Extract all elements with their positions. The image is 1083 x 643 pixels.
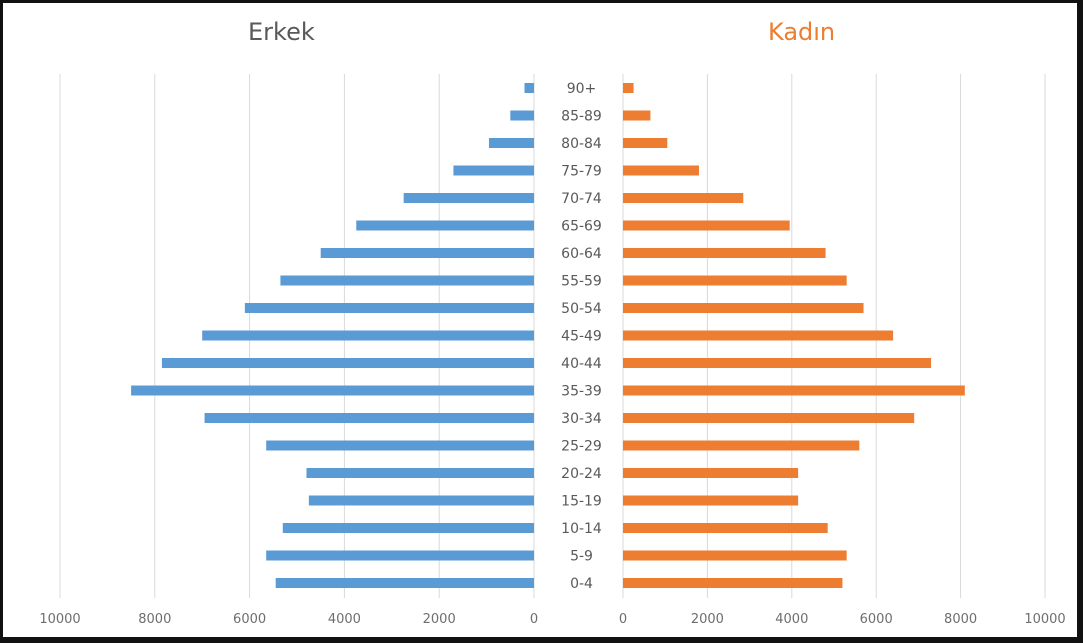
bar-female-35-39: [623, 385, 965, 396]
age-group-label: 90+: [567, 81, 597, 97]
age-group-label: 50-54: [561, 301, 602, 317]
female-series-label: Kadın: [768, 18, 836, 46]
x-tick-label-left: 4000: [328, 612, 361, 627]
bar-female-70-74: [623, 193, 744, 203]
x-tick-label-right: 4000: [775, 612, 808, 627]
bar-male-5-9: [266, 550, 534, 561]
age-group-label: 45-49: [561, 329, 602, 345]
bar-male-20-24: [306, 468, 534, 478]
bar-male-65-69: [356, 220, 534, 231]
bar-female-0-4: [623, 578, 843, 588]
bar-male-50-54: [244, 303, 535, 313]
bar-male-75-79: [453, 165, 534, 176]
bar-male-45-49: [202, 330, 534, 341]
age-group-label: 30-34: [561, 411, 602, 427]
age-group-label: 5-9: [570, 549, 593, 565]
age-group-label: 20-24: [561, 466, 602, 482]
age-group-label: 35-39: [561, 384, 602, 400]
age-group-label: 10-14: [561, 521, 602, 537]
x-tick-label-left: 10000: [39, 612, 80, 627]
bar-female-20-24: [623, 468, 799, 478]
bar-male-25-29: [266, 440, 534, 451]
age-group-label: 55-59: [561, 274, 602, 290]
bar-male-15-19: [308, 495, 534, 506]
age-group-label: 60-64: [561, 246, 602, 262]
bar-female-50-54: [623, 303, 864, 313]
bar-male-60-64: [320, 248, 534, 258]
bar-female-25-29: [623, 440, 860, 451]
bar-male-90+: [524, 83, 534, 93]
bar-male-35-39: [131, 385, 534, 396]
x-tick-label-left: 2000: [423, 612, 456, 627]
bar-female-60-64: [623, 248, 826, 258]
age-group-label: 75-79: [561, 164, 602, 180]
x-tick-label-left: 8000: [138, 612, 171, 627]
bar-female-90+: [623, 83, 634, 93]
bar-male-85-89: [510, 110, 534, 121]
bar-female-75-79: [623, 165, 699, 176]
bar-female-65-69: [623, 220, 790, 231]
bar-female-15-19: [623, 495, 799, 506]
x-tick-label-left: 6000: [233, 612, 266, 627]
bar-male-10-14: [282, 523, 534, 533]
bar-female-40-44: [623, 358, 932, 368]
bar-male-0-4: [275, 578, 534, 588]
bar-female-5-9: [623, 550, 847, 561]
bar-female-45-49: [623, 330, 894, 341]
male-series-label: Erkek: [248, 18, 315, 46]
bar-female-85-89: [623, 110, 651, 121]
age-group-label: 70-74: [561, 191, 602, 207]
x-tick-label-right: 2000: [691, 612, 724, 627]
x-tick-label-right: 10000: [1024, 612, 1065, 627]
age-group-label: 25-29: [561, 439, 602, 455]
bar-male-55-59: [280, 275, 534, 286]
bar-female-55-59: [623, 275, 847, 286]
age-group-label: 15-19: [561, 494, 602, 510]
bar-female-30-34: [623, 413, 915, 423]
bar-male-40-44: [161, 358, 534, 368]
bar-female-80-84: [623, 138, 668, 148]
age-group-label: 85-89: [561, 109, 602, 125]
bar-male-70-74: [403, 193, 534, 203]
bar-male-80-84: [488, 138, 534, 148]
x-tick-label-right: 6000: [860, 612, 893, 627]
bar-female-10-14: [623, 523, 828, 533]
x-tick-label-left: 0: [530, 612, 538, 627]
bar-male-30-34: [204, 413, 534, 423]
x-tick-label-right: 8000: [944, 612, 977, 627]
age-group-label: 40-44: [561, 356, 602, 372]
x-tick-label-right: 0: [619, 612, 627, 627]
age-group-label: 80-84: [561, 136, 602, 152]
age-group-label: 65-69: [561, 219, 602, 235]
age-group-label: 0-4: [570, 576, 593, 592]
